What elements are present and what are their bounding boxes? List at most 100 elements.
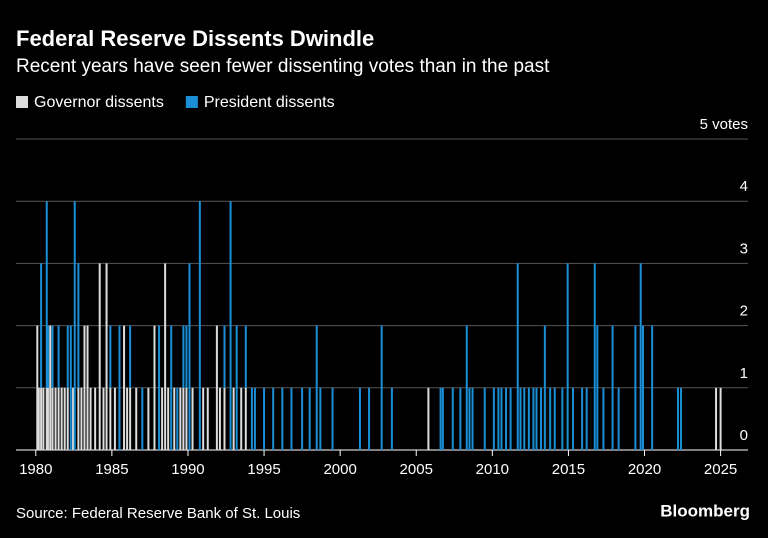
bar: [89, 387, 92, 450]
x-tick-label: 2020: [628, 461, 661, 478]
x-tick-label: 1980: [19, 461, 52, 478]
bar: [185, 325, 188, 388]
chart-subtitle: Recent years have seen fewer dissenting …: [16, 56, 550, 77]
bar: [523, 387, 526, 450]
bar: [593, 263, 596, 450]
bar: [123, 325, 126, 450]
bar: [639, 263, 642, 450]
bar: [368, 387, 371, 450]
legend-label: Governor dissents: [34, 94, 164, 111]
bar: [505, 387, 508, 450]
bar: [617, 387, 620, 450]
bar: [66, 387, 69, 450]
bar: [105, 263, 108, 450]
bar: [215, 325, 218, 450]
bar: [232, 387, 235, 450]
bar: [532, 387, 535, 450]
x-tick-label: 2010: [476, 461, 509, 478]
bar: [40, 263, 43, 388]
bar: [676, 387, 679, 450]
legend-swatch: [16, 96, 28, 108]
bar: [69, 325, 72, 450]
y-tick-label: 2: [740, 303, 748, 320]
bar: [519, 387, 522, 450]
bar: [358, 387, 361, 450]
bar: [45, 387, 48, 450]
bar: [301, 387, 304, 450]
bar: [500, 387, 503, 450]
bar: [176, 387, 179, 450]
bar: [451, 387, 454, 450]
bar: [198, 201, 201, 450]
bar: [535, 387, 538, 450]
bar: [715, 387, 718, 450]
bar: [390, 387, 393, 450]
bar: [244, 387, 247, 450]
x-tick-label: 2000: [323, 461, 356, 478]
x-tick-label: 2015: [552, 461, 585, 478]
bar: [206, 387, 209, 450]
bar: [250, 387, 253, 450]
bar: [581, 387, 584, 450]
bar: [66, 325, 69, 388]
brand: Bloomberg: [660, 501, 750, 520]
bar: [141, 387, 144, 450]
bar: [72, 387, 75, 450]
bar: [331, 387, 334, 450]
bar: [602, 387, 605, 450]
bar: [77, 263, 80, 388]
bar: [158, 325, 161, 450]
bar: [54, 387, 57, 450]
bar: [308, 387, 311, 450]
bar: [465, 325, 468, 450]
bar: [543, 325, 546, 450]
bar: [471, 387, 474, 450]
bar: [63, 387, 66, 450]
bar: [167, 387, 170, 450]
bar: [527, 387, 530, 450]
bar: [509, 387, 512, 450]
bar: [571, 387, 574, 450]
bar: [109, 387, 112, 450]
bar: [129, 387, 132, 450]
bar: [191, 387, 194, 450]
bar: [182, 325, 185, 388]
source: Source: Federal Reserve Bank of St. Loui…: [16, 505, 300, 522]
bar: [45, 201, 48, 388]
bar: [129, 325, 132, 388]
bar: [611, 325, 614, 450]
bar: [135, 387, 138, 450]
bar: [483, 387, 486, 450]
x-tick-label: 2025: [704, 461, 737, 478]
bar: [109, 325, 112, 388]
bar: [60, 387, 63, 450]
bar: [182, 387, 185, 450]
bar: [126, 387, 129, 450]
bar: [634, 325, 637, 450]
bar: [459, 387, 462, 450]
bar: [240, 387, 243, 450]
bar: [113, 387, 116, 450]
bar: [553, 387, 556, 450]
bar: [185, 387, 188, 450]
chart-title: Federal Reserve Dissents Dwindle: [16, 26, 374, 51]
bar: [223, 387, 226, 450]
bar: [161, 387, 164, 450]
x-tick-label: 1990: [171, 461, 204, 478]
bar: [244, 325, 247, 388]
bar: [51, 325, 54, 388]
bar: [492, 387, 495, 450]
bar: [218, 387, 221, 450]
bar: [566, 263, 569, 450]
bar: [36, 325, 39, 450]
bar: [94, 387, 97, 450]
bar: [170, 325, 173, 450]
bar: [57, 387, 60, 450]
bar: [73, 201, 76, 450]
bar: [380, 325, 383, 450]
bar: [179, 387, 182, 450]
x-tick-label: 1995: [247, 461, 280, 478]
bar: [263, 387, 266, 450]
bar: [51, 387, 54, 450]
